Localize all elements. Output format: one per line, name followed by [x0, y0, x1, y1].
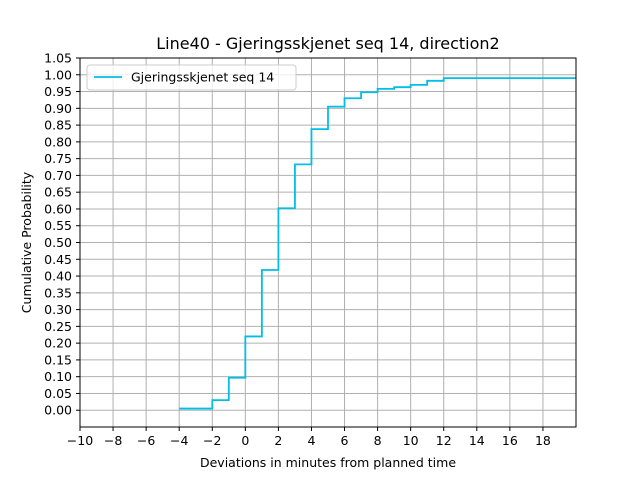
y-tick-label: 0.75 [44, 151, 72, 166]
x-tick-label: 18 [535, 433, 551, 448]
y-tick-label: 0.40 [44, 269, 72, 284]
x-tick-label: −2 [203, 433, 221, 448]
y-tick-label: 0.10 [44, 369, 72, 384]
x-axis-label: Deviations in minutes from planned time [200, 455, 456, 470]
x-tick-label: 8 [374, 433, 382, 448]
y-tick-label: 0.90 [44, 101, 72, 116]
series-layer [179, 77, 576, 410]
x-axis-ticks: −10 −8 −6 −4 −2 0 2 4 6 8 10 12 14 16 18 [67, 427, 551, 448]
y-tick-label: 0.95 [44, 84, 72, 99]
x-tick-label: 4 [307, 433, 315, 448]
y-tick-label: 0.45 [44, 252, 72, 267]
grid-lines [79, 57, 576, 427]
y-tick-label: 0.15 [44, 352, 72, 367]
y-tick-label: 0.20 [44, 336, 72, 351]
legend-box [86, 64, 297, 91]
y-tick-label: 0.25 [44, 319, 72, 334]
x-tick-label: 16 [502, 433, 518, 448]
y-tick-label: 0.05 [44, 386, 72, 401]
x-tick-label: −10 [67, 433, 93, 448]
x-tick-label: 6 [341, 433, 349, 448]
y-tick-label: 0.65 [44, 185, 72, 200]
legend-label: Gjeringsskjenet seq 14 [131, 70, 274, 85]
x-tick-label: 12 [436, 433, 452, 448]
y-tick-label: 0.80 [44, 134, 72, 149]
y-tick-label: 0.35 [44, 285, 72, 300]
y-tick-label: 0.60 [44, 201, 72, 216]
y-tick-label: 0.85 [44, 118, 72, 133]
legend: Gjeringsskjenet seq 14 [86, 64, 297, 91]
y-tick-label: 0.70 [44, 168, 72, 183]
y-tick-label: 0.50 [44, 235, 72, 250]
x-tick-label: 14 [469, 433, 485, 448]
y-tick-label: 1.05 [44, 51, 72, 66]
series-step-line [179, 77, 576, 410]
y-axis-label: Cumulative Probability [19, 171, 34, 313]
y-tick-label: 0.30 [44, 302, 72, 317]
y-axis-ticks: 0.00 0.05 0.10 0.150.20 0.25 0.30 0.350.40 0.45… [44, 51, 80, 418]
x-tick-label: 2 [274, 433, 282, 448]
x-tick-label: −4 [170, 433, 188, 448]
y-tick-label: 1.00 [44, 67, 72, 82]
y-tick-label: 0.55 [44, 218, 72, 233]
chart-title: Line40 - Gjeringsskjenet seq 14, directi… [156, 34, 499, 53]
y-tick-label: 0.00 [44, 403, 72, 418]
x-tick-label: −6 [137, 433, 155, 448]
x-tick-label: −8 [104, 433, 122, 448]
x-tick-label: 10 [403, 433, 419, 448]
x-tick-label: 0 [241, 433, 249, 448]
